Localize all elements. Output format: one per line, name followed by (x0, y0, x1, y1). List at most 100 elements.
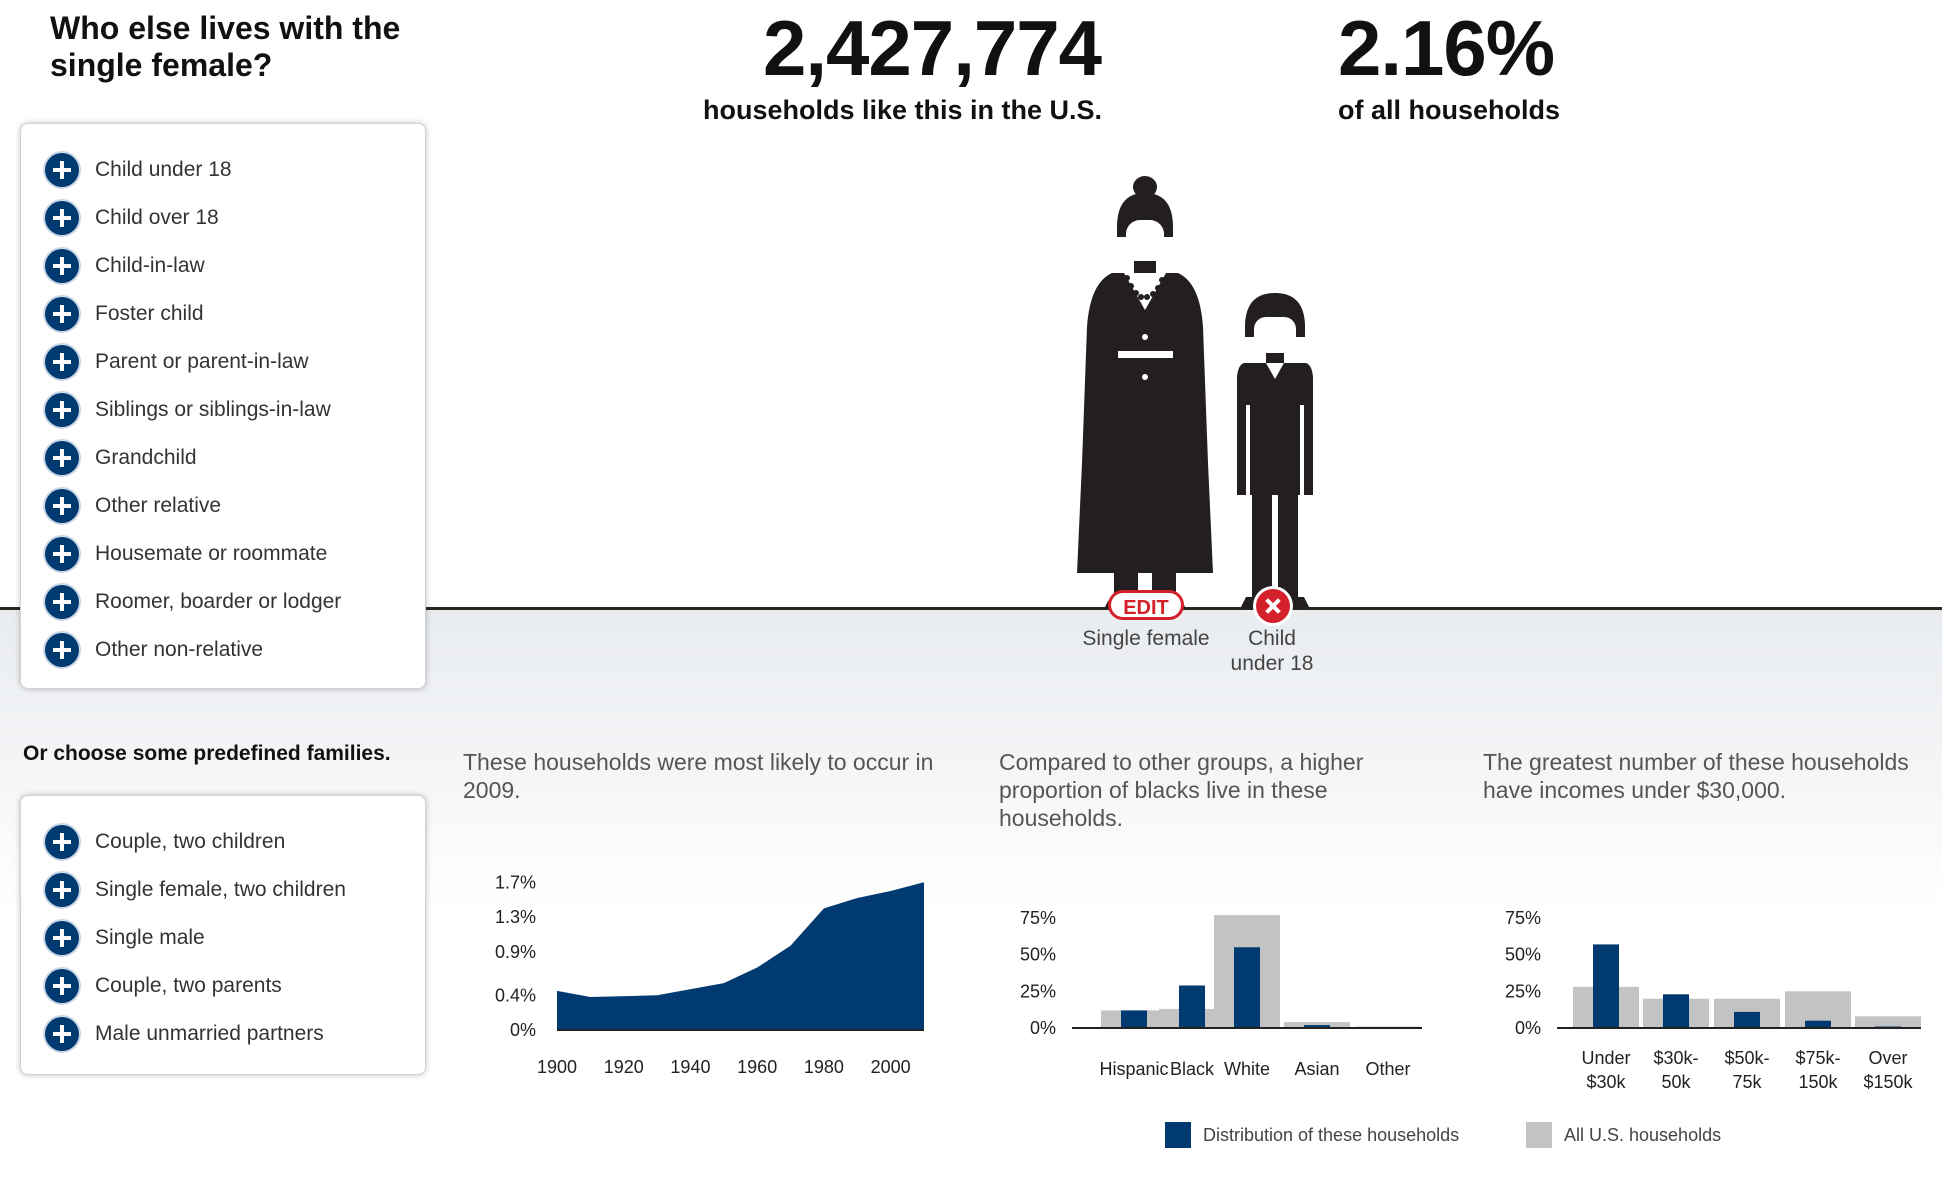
item-label: Couple, two parents (95, 974, 282, 997)
item-label: Housemate or roommate (95, 542, 328, 565)
predefined-heading: Or choose some predefined families. (23, 742, 391, 765)
y-tick-label: 25% (1505, 981, 1541, 1001)
ground-line (0, 607, 1942, 610)
plus-circle-icon[interactable] (45, 825, 79, 859)
add-couple-two-parents-item[interactable]: Couple, two parents (21, 962, 425, 1010)
plus-circle-icon[interactable] (45, 489, 79, 523)
item-label: Child over 18 (95, 206, 219, 229)
item-label: Other relative (95, 494, 222, 517)
member-label-single-female: Single female (1082, 627, 1210, 650)
plus-circle-icon[interactable] (45, 297, 79, 331)
add-foster-child-item[interactable]: Foster child (21, 290, 425, 338)
add-single-female-two-children-item[interactable]: Single female, two children (21, 866, 425, 914)
add-single-male-item[interactable]: Single male (21, 914, 425, 962)
x-tick-label: 50k (1661, 1072, 1691, 1092)
item-label: Child-in-law (95, 254, 205, 277)
plus-circle-icon[interactable] (45, 537, 79, 571)
bar-all-households (1284, 1022, 1350, 1028)
legend-item-all-households: All U.S. households (1526, 1122, 1721, 1148)
x-tick-label: Asian (1294, 1059, 1339, 1079)
remove-member-icon[interactable] (1256, 589, 1290, 623)
x-tick-label: Under (1581, 1048, 1630, 1068)
add-male-unmarried-partners-item[interactable]: Male unmarried partners (21, 1010, 425, 1058)
add-child-in-law-item[interactable]: Child-in-law (21, 242, 425, 290)
add-siblings-or-siblings-in-law-item[interactable]: Siblings or siblings-in-law (21, 386, 425, 434)
y-tick-label: 25% (1020, 981, 1056, 1001)
y-tick-label: 75% (1505, 908, 1541, 928)
member-label-child: Child under 18 (1230, 627, 1314, 675)
x-tick-label: White (1224, 1059, 1270, 1079)
x-tick-label: $50k- (1724, 1048, 1769, 1068)
area-chart: 0% 0.4% 0.9% 1.3% 1.7% 1900 1920 1940 1960 1980 20… (495, 872, 924, 1077)
x-tick-label: 150k (1798, 1072, 1838, 1092)
add-roomer-boarder-or-lodger-item[interactable]: Roomer, boarder or lodger (21, 578, 425, 626)
bar-these-households (1304, 1025, 1330, 1028)
item-label: Couple, two children (95, 830, 286, 853)
race-bar-chart: 0% 25% 50% 75% Hispanic Black White Asian Other (1020, 908, 1422, 1079)
add-housemate-or-roommate-item[interactable]: Housemate or roommate (21, 530, 425, 578)
edit-button[interactable]: EDIT (1108, 590, 1184, 620)
x-tick-label: $30k (1586, 1072, 1626, 1092)
x-tick-label: 1940 (670, 1057, 710, 1077)
bar-these-households (1663, 994, 1689, 1028)
member-list: Child under 18 Child over 18 Child-in-law F… (21, 124, 425, 674)
plus-circle-icon[interactable] (45, 633, 79, 667)
bar-these-households (1234, 947, 1260, 1028)
income-bar-chart: 0% 25% 50% 75% Under $30k $30k- 50k $50k- 75k $75k… (1505, 908, 1921, 1092)
households-share: 2.16% (1338, 4, 1555, 92)
chart-3-title: The greatest number of these households … (1483, 749, 1909, 803)
plus-circle-icon[interactable] (45, 153, 79, 187)
item-label: Single female, two children (95, 878, 346, 901)
plus-circle-icon[interactable] (45, 585, 79, 619)
y-tick-label: 50% (1020, 945, 1056, 965)
plus-circle-icon[interactable] (45, 249, 79, 283)
x-tick-label: $75k- (1795, 1048, 1840, 1068)
add-other-relative-item[interactable]: Other relative (21, 482, 425, 530)
plus-circle-icon[interactable] (45, 969, 79, 1003)
x-tick-label: $30k- (1653, 1048, 1698, 1068)
item-label: Child under 18 (95, 158, 232, 181)
y-tick-label: 0.9% (495, 942, 536, 962)
x-tick-label: 1960 (737, 1057, 777, 1077)
legend-label: Distribution of these households (1203, 1124, 1460, 1145)
item-label: Siblings or siblings-in-law (95, 398, 331, 421)
legend-label: All U.S. households (1564, 1124, 1722, 1145)
member-picker-panel: Child under 18 Child over 18 Child-in-law F… (20, 123, 426, 689)
add-child-under-18-item[interactable]: Child under 18 (21, 146, 425, 194)
x-tick-label: 75k (1732, 1072, 1762, 1092)
y-tick-label: 1.7% (495, 872, 536, 892)
legend-swatch-dark-blue (1165, 1122, 1191, 1148)
add-child-over-18-item[interactable]: Child over 18 (21, 194, 425, 242)
plus-circle-icon[interactable] (45, 441, 79, 475)
child-figure[interactable] (1237, 293, 1313, 609)
item-label: Male unmarried partners (95, 1022, 324, 1045)
x-tick-label: Black (1170, 1059, 1215, 1079)
plus-circle-icon[interactable] (45, 921, 79, 955)
x-tick-label: 1900 (537, 1057, 577, 1077)
plus-circle-icon[interactable] (45, 393, 79, 427)
plus-circle-icon[interactable] (45, 201, 79, 235)
legend-item-these-households: Distribution of these households (1165, 1122, 1459, 1148)
x-tick-label: Hispanic (1099, 1059, 1168, 1079)
chart-2-title: Compared to other groups, a higher propo… (999, 749, 1364, 831)
x-tick-label: $150k (1863, 1072, 1913, 1092)
bar-these-households (1734, 1011, 1760, 1028)
add-other-non-relative-item[interactable]: Other non-relative (21, 626, 425, 674)
plus-circle-icon[interactable] (45, 1017, 79, 1051)
predefined-family-panel: Couple, two children Single female, two c… (20, 795, 426, 1075)
x-tick-label: Over (1868, 1048, 1907, 1068)
x-tick-label: Other (1365, 1059, 1410, 1079)
legend-swatch-gray (1526, 1122, 1552, 1148)
add-parent-or-parent-in-law-item[interactable]: Parent or parent-in-law (21, 338, 425, 386)
bar-these-households (1121, 1010, 1147, 1028)
item-label: Roomer, boarder or lodger (95, 590, 342, 613)
single-female-figure[interactable] (1077, 176, 1213, 609)
x-tick-label: 2000 (871, 1057, 911, 1077)
plus-circle-icon[interactable] (45, 873, 79, 907)
bar-these-households (1593, 944, 1619, 1028)
chart-1-title: These households were most likely to occ… (463, 749, 934, 803)
item-label: Other non-relative (95, 638, 264, 661)
add-grandchild-item[interactable]: Grandchild (21, 434, 425, 482)
plus-circle-icon[interactable] (45, 345, 79, 379)
add-couple-two-children-item[interactable]: Couple, two children (21, 818, 425, 866)
